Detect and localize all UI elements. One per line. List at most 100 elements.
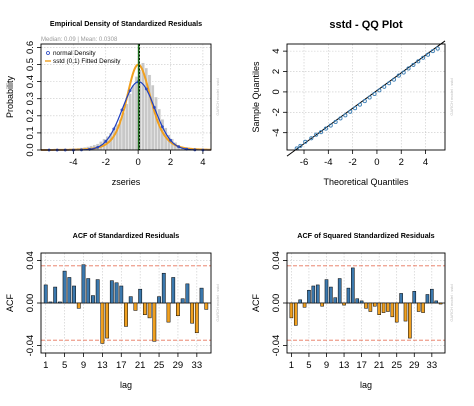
acf-bar (62, 270, 67, 304)
qq-point (309, 136, 314, 141)
acf-bar (166, 302, 171, 323)
acf-bar (333, 297, 338, 304)
acf-bar (381, 302, 386, 313)
y-tick-label: 0.00 (271, 294, 282, 313)
x-tick-label: 17 (356, 360, 367, 371)
qq-point (396, 73, 401, 78)
acf-bar (128, 296, 133, 304)
chart-title: ACF of Standardized Residuals (73, 231, 180, 240)
acf-bar (394, 302, 399, 323)
acf-bar (372, 302, 377, 307)
qq-point (387, 81, 392, 86)
acf-bar (176, 302, 180, 317)
acf-bar (346, 287, 351, 304)
acf-bar (157, 296, 161, 304)
acf-bar (359, 300, 364, 304)
acf-bar (320, 302, 324, 307)
qq-point (338, 116, 343, 121)
x-tick-label: -2 (348, 157, 356, 168)
x-axis-title: lag (120, 380, 132, 390)
x-tick-label: 4 (200, 157, 205, 168)
acf-bar (43, 284, 48, 304)
qq-point (377, 88, 382, 93)
y-tick-label: 0.5 (25, 58, 36, 71)
normal-density-marker (144, 87, 148, 91)
acf-bar (377, 302, 381, 315)
x-tick-label: 2 (168, 157, 173, 168)
legend-label-sstd: sstd (0,1) Fitted Density (53, 58, 121, 65)
x-axis-title: zseries (112, 177, 141, 187)
acf-bar (114, 282, 119, 304)
qq-point (430, 49, 435, 54)
normal-density-marker (169, 138, 172, 142)
acf-bar (289, 302, 294, 319)
acf-bar (364, 302, 368, 309)
x-tick-label: 9 (324, 360, 329, 371)
chart-title: ACF of Squared Standardized Residuals (297, 231, 434, 240)
plot-border (286, 43, 446, 151)
acf-bar (329, 286, 333, 304)
x-tick-label: 33 (192, 360, 203, 371)
qq-point (421, 55, 426, 60)
x-tick-label: 9 (81, 360, 86, 371)
chart-title: sstd - QQ Plot (329, 19, 403, 31)
y-tick-label: 0.1 (25, 126, 36, 139)
y-axis-title: ACF (251, 293, 261, 312)
chart-title: Empirical Density of Standardized Residu… (50, 19, 202, 28)
acf-bar (416, 302, 421, 312)
acf-bar (100, 302, 105, 344)
hist-bar (128, 93, 132, 151)
y-axis-title: Sample Quantiles (251, 61, 261, 133)
panel-2: -6 -4 -2 0 2 4 -4 -2 0 2 4 Theoretical Quantiles Sam… (251, 19, 454, 187)
hist-bar (150, 84, 155, 151)
x-tick-label: 21 (135, 360, 146, 371)
acf-bar (72, 285, 76, 304)
x-tick-label: -6 (300, 157, 308, 168)
acf-bar (307, 289, 311, 304)
normal-density-marker (120, 108, 124, 112)
acf-bar (390, 302, 395, 318)
qq-point (406, 66, 411, 71)
panel-3: 1 5 9 13 17 21 25 29 33 -0.04 0.00 0.04 lag ACF GARCH … (5, 231, 220, 390)
y-tick-label: 0.04 (25, 251, 36, 270)
acf-bar (368, 302, 373, 312)
acf-bar (138, 288, 143, 304)
acf-bar (185, 283, 190, 304)
qq-point (353, 106, 358, 111)
acf-bar (119, 285, 124, 304)
qq-point (372, 91, 377, 96)
acf-bar (434, 300, 439, 304)
qq-point (391, 77, 397, 82)
acf-bar (67, 277, 72, 304)
x-tick-label: -4 (324, 157, 332, 168)
x-tick-label: 1 (289, 360, 294, 371)
x-tick-label: -4 (69, 157, 77, 168)
acf-bar (408, 302, 412, 339)
acf-bar (171, 277, 176, 304)
qq-point (401, 70, 406, 75)
credit-label: GARCH model : sstd (215, 78, 220, 115)
x-tick-label: 0 (135, 157, 140, 168)
x-tick-label: 13 (97, 360, 108, 371)
normal-density-marker (177, 145, 181, 149)
acf-bar (315, 284, 320, 304)
acf-bar (403, 302, 408, 322)
x-tick-label: 2 (399, 157, 404, 168)
qq-point (298, 143, 303, 148)
x-tick-label: 0 (374, 157, 379, 168)
acf-bar (194, 302, 199, 334)
acf-bar (425, 294, 430, 304)
legend-label-normal: normal Density (53, 50, 96, 57)
x-tick-label: 1 (43, 360, 48, 371)
x-tick-label: 17 (116, 360, 127, 371)
y-tick-label: 0.3 (25, 92, 36, 105)
y-tick-label: 0.2 (25, 109, 36, 122)
qq-point (411, 62, 416, 67)
legend-marker-normal (46, 51, 50, 55)
hist-bar (131, 84, 136, 151)
plot-border (40, 43, 212, 151)
acf-bar (86, 278, 91, 304)
y-tick-label: 2 (271, 69, 282, 74)
